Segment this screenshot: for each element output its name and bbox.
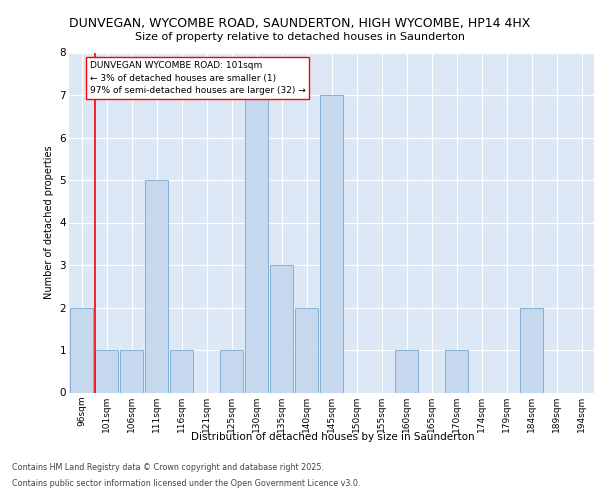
Bar: [145, 180, 168, 392]
Text: DUNVEGAN, WYCOMBE ROAD, SAUNDERTON, HIGH WYCOMBE, HP14 4HX: DUNVEGAN, WYCOMBE ROAD, SAUNDERTON, HIGH…: [70, 18, 530, 30]
Text: DUNVEGAN WYCOMBE ROAD: 101sqm
← 3% of detached houses are smaller (1)
97% of sem: DUNVEGAN WYCOMBE ROAD: 101sqm ← 3% of de…: [90, 61, 306, 95]
Bar: [270, 265, 293, 392]
Bar: [520, 308, 543, 392]
Bar: [395, 350, 418, 393]
Bar: [95, 350, 118, 393]
Bar: [170, 350, 193, 393]
Bar: [245, 95, 268, 392]
Bar: [445, 350, 468, 393]
Text: Contains public sector information licensed under the Open Government Licence v3: Contains public sector information licen…: [12, 478, 361, 488]
Y-axis label: Number of detached properties: Number of detached properties: [44, 146, 54, 300]
Text: Distribution of detached houses by size in Saunderton: Distribution of detached houses by size …: [191, 432, 475, 442]
Bar: [220, 350, 243, 393]
Text: Size of property relative to detached houses in Saunderton: Size of property relative to detached ho…: [135, 32, 465, 42]
Bar: [120, 350, 143, 393]
Text: Contains HM Land Registry data © Crown copyright and database right 2025.: Contains HM Land Registry data © Crown c…: [12, 464, 324, 472]
Bar: [295, 308, 318, 392]
Bar: [70, 308, 93, 392]
Bar: [320, 95, 343, 392]
